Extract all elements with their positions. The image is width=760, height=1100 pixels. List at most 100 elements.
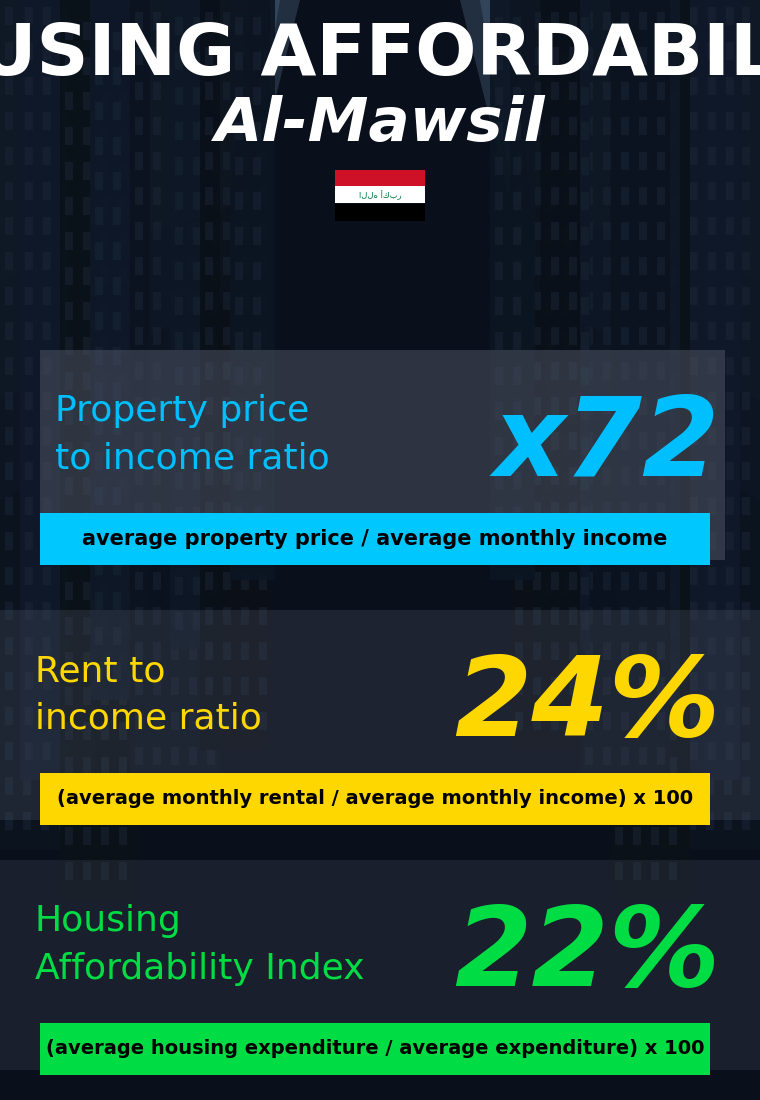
Bar — [585, 12, 593, 30]
Bar — [726, 497, 734, 515]
Bar — [25, 462, 33, 480]
Bar — [545, 332, 553, 350]
Bar — [61, 637, 69, 654]
Bar — [513, 87, 521, 104]
Bar — [633, 302, 641, 320]
Bar — [669, 337, 677, 355]
Bar — [77, 217, 85, 235]
Bar — [651, 92, 659, 110]
Bar — [690, 462, 698, 480]
Text: (average monthly rental / average monthly income) x 100: (average monthly rental / average monthl… — [57, 790, 693, 808]
Bar — [669, 547, 677, 565]
Bar — [669, 792, 677, 810]
Bar — [41, 812, 49, 830]
Bar — [513, 542, 521, 560]
Bar — [615, 512, 623, 530]
Bar — [59, 42, 67, 60]
Bar — [708, 182, 716, 200]
Bar — [153, 432, 161, 450]
Bar — [690, 566, 698, 585]
Bar — [651, 267, 659, 285]
Bar — [688, 497, 696, 515]
Bar — [551, 432, 559, 450]
Bar — [77, 672, 85, 690]
Bar — [175, 402, 183, 420]
Bar — [633, 337, 641, 355]
Bar — [742, 672, 750, 690]
Bar — [639, 117, 647, 135]
Bar — [581, 16, 589, 35]
Bar — [65, 57, 73, 75]
Bar — [615, 372, 623, 390]
Bar — [585, 397, 593, 415]
Bar — [706, 707, 714, 725]
Bar — [581, 542, 589, 560]
Bar — [639, 747, 647, 764]
Bar — [669, 267, 677, 285]
Bar — [41, 217, 49, 235]
Bar — [603, 222, 611, 240]
Bar — [211, 297, 219, 315]
Bar — [223, 82, 231, 100]
Bar — [669, 477, 677, 495]
Bar — [581, 192, 589, 210]
Bar — [643, 312, 651, 330]
Bar — [193, 192, 201, 210]
Bar — [205, 152, 213, 170]
Bar — [41, 7, 49, 25]
Bar — [633, 617, 641, 635]
Bar — [639, 607, 647, 625]
Bar — [724, 392, 732, 410]
Bar — [621, 432, 629, 450]
Bar — [223, 676, 231, 695]
Bar — [193, 367, 201, 385]
Bar — [41, 427, 49, 446]
Bar — [625, 662, 633, 680]
Bar — [569, 292, 577, 310]
Bar — [5, 358, 13, 375]
Bar — [708, 672, 716, 690]
Bar — [223, 362, 231, 380]
Bar — [189, 676, 197, 695]
Bar — [603, 712, 611, 730]
Bar — [669, 126, 677, 145]
Bar — [569, 47, 577, 65]
Bar — [25, 182, 33, 200]
Bar — [207, 82, 215, 100]
Bar — [657, 362, 665, 380]
Bar — [223, 712, 231, 730]
Bar — [670, 182, 678, 200]
Bar — [259, 82, 267, 100]
Bar — [131, 67, 139, 85]
Bar — [670, 42, 678, 60]
Bar — [41, 637, 49, 654]
Bar — [651, 582, 659, 600]
Bar — [515, 642, 523, 660]
Bar — [661, 417, 669, 434]
Bar — [207, 47, 215, 65]
Bar — [205, 432, 213, 450]
Bar — [643, 277, 651, 295]
Bar — [643, 452, 651, 470]
Bar — [724, 462, 732, 480]
Bar — [633, 827, 641, 845]
Bar — [153, 117, 161, 135]
Bar — [259, 572, 267, 590]
Bar — [603, 676, 611, 695]
Bar — [65, 477, 73, 495]
Bar — [513, 507, 521, 525]
Bar — [189, 747, 197, 764]
Bar — [235, 227, 243, 245]
Bar — [40, 1023, 710, 1075]
Bar — [563, 52, 571, 70]
Bar — [603, 397, 611, 415]
Bar — [175, 122, 183, 140]
Bar — [706, 812, 714, 830]
Bar — [61, 427, 69, 446]
Bar — [153, 712, 161, 730]
Bar — [77, 742, 85, 760]
Bar — [615, 302, 623, 320]
Bar — [726, 707, 734, 725]
Bar — [61, 602, 69, 620]
Bar — [688, 182, 696, 200]
